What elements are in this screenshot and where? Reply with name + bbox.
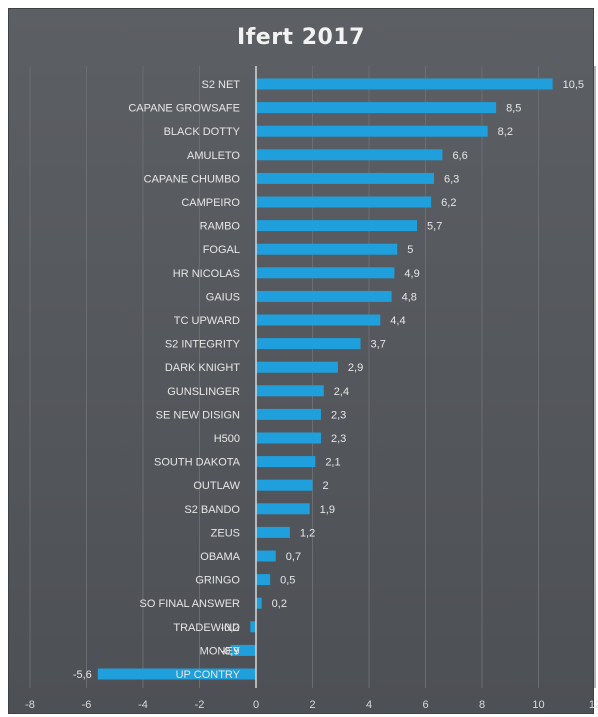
category-label: MONEY bbox=[200, 645, 241, 657]
category-label: GUNSLINGER bbox=[167, 386, 240, 398]
value-label: 0,5 bbox=[280, 575, 295, 587]
value-label: 1,2 bbox=[300, 527, 315, 539]
category-label: HR NICOLAS bbox=[173, 268, 240, 280]
bar bbox=[256, 574, 271, 586]
value-label: 3,7 bbox=[371, 339, 386, 351]
category-label: S2 INTEGRITY bbox=[165, 339, 241, 351]
x-tick-label: 0 bbox=[253, 699, 259, 711]
chart-frame: Ifert 2017 bbox=[8, 8, 594, 714]
value-label: 2,4 bbox=[334, 386, 349, 398]
value-label: -5,6 bbox=[73, 669, 92, 681]
value-label: 8,2 bbox=[498, 126, 513, 138]
category-label: OUTLAW bbox=[193, 480, 240, 492]
value-label: 6,2 bbox=[441, 197, 456, 209]
category-label: TRADEWIND bbox=[173, 622, 240, 634]
bar bbox=[97, 668, 256, 680]
category-label: SO FINAL ANSWER bbox=[140, 598, 241, 610]
value-label: 5 bbox=[407, 244, 413, 256]
bar bbox=[256, 172, 434, 184]
bar bbox=[256, 149, 443, 161]
x-tick-label: 4 bbox=[366, 699, 372, 711]
gridlines bbox=[29, 66, 596, 688]
category-label: GAIUS bbox=[206, 291, 240, 303]
value-label: 8,5 bbox=[506, 103, 521, 115]
x-axis-ticks: -8 -6 -4 -2 0 2 4 6 8 10 12 bbox=[25, 699, 598, 711]
value-label: -0,9 bbox=[221, 645, 240, 657]
category-label: TC UPWARD bbox=[174, 315, 240, 327]
value-label: 2,3 bbox=[331, 433, 346, 445]
value-label: 5,7 bbox=[427, 221, 442, 233]
bar bbox=[256, 338, 361, 350]
bar bbox=[256, 314, 381, 326]
bar bbox=[256, 456, 316, 468]
x-tick-label: 2 bbox=[309, 699, 315, 711]
category-label: GRINGO bbox=[195, 575, 240, 587]
category-label: SOUTH DAKOTA bbox=[154, 457, 241, 469]
category-label: ZEUS bbox=[211, 527, 240, 539]
x-tick-label: -8 bbox=[25, 699, 35, 711]
category-label: CAPANE CHUMBO bbox=[144, 173, 241, 185]
bar bbox=[256, 432, 321, 444]
category-label: RAMBO bbox=[200, 221, 241, 233]
category-labels: S2 NET CAPANE GROWSAFE BLACK DOTTY AMULETO C… bbox=[128, 79, 240, 681]
bar bbox=[256, 385, 324, 397]
bars bbox=[97, 78, 553, 680]
bar bbox=[256, 243, 398, 255]
x-tick-label: -4 bbox=[138, 699, 148, 711]
value-label: 4,8 bbox=[402, 291, 417, 303]
value-label: 1,9 bbox=[320, 504, 335, 516]
category-label: AMULETO bbox=[187, 150, 240, 162]
category-label: CAMPEIRO bbox=[181, 197, 240, 209]
category-label: S2 NET bbox=[201, 79, 240, 91]
value-label: 2 bbox=[323, 480, 329, 492]
category-label: S2 BANDO bbox=[184, 504, 240, 516]
x-tick-label: 10 bbox=[532, 699, 544, 711]
bar bbox=[250, 621, 256, 633]
value-labels: 10,5 8,5 8,2 6,6 6,3 6,2 5,7 5 4,9 4,8 4,4 3,7 2,9 2,… bbox=[73, 79, 584, 681]
value-label: -0,2 bbox=[221, 622, 240, 634]
x-tick-label: 6 bbox=[422, 699, 428, 711]
category-label: DARK KNIGHT bbox=[165, 362, 240, 374]
value-label: 2,1 bbox=[325, 457, 340, 469]
category-label: SE NEW DISIGN bbox=[156, 409, 240, 421]
bar bbox=[256, 196, 432, 208]
bar bbox=[256, 78, 553, 90]
bar bbox=[256, 361, 338, 373]
bar bbox=[256, 479, 313, 491]
value-label: 4,9 bbox=[404, 268, 419, 280]
category-label: H500 bbox=[214, 433, 240, 445]
value-label: 2,9 bbox=[348, 362, 363, 374]
value-label: 6,6 bbox=[452, 150, 467, 162]
value-label: 0,7 bbox=[286, 551, 301, 563]
bar bbox=[256, 526, 290, 538]
bar bbox=[256, 125, 488, 137]
x-tick-label: 12 bbox=[589, 699, 598, 711]
bar bbox=[256, 503, 310, 515]
bar bbox=[256, 220, 418, 232]
x-tick-label: -2 bbox=[195, 699, 205, 711]
category-label: FOGAL bbox=[203, 244, 240, 256]
value-label: 10,5 bbox=[563, 79, 584, 91]
bar bbox=[256, 102, 497, 114]
value-label: 4,4 bbox=[390, 315, 405, 327]
x-tick-label: 8 bbox=[479, 699, 485, 711]
bar bbox=[256, 408, 321, 420]
value-label: 6,3 bbox=[444, 173, 459, 185]
x-tick-label: -6 bbox=[82, 699, 92, 711]
category-label: BLACK DOTTY bbox=[164, 126, 241, 138]
bar bbox=[256, 290, 392, 302]
category-label: UP CONTRY bbox=[176, 669, 241, 681]
category-label: OBAMA bbox=[200, 551, 240, 563]
value-label: 2,3 bbox=[331, 409, 346, 421]
category-label: CAPANE GROWSAFE bbox=[128, 103, 240, 115]
value-label: 0,2 bbox=[272, 598, 287, 610]
bar bbox=[256, 550, 276, 562]
bar bbox=[230, 644, 256, 656]
bar bbox=[256, 267, 395, 279]
chart-title: Ifert 2017 bbox=[237, 25, 365, 50]
bar bbox=[256, 597, 262, 609]
